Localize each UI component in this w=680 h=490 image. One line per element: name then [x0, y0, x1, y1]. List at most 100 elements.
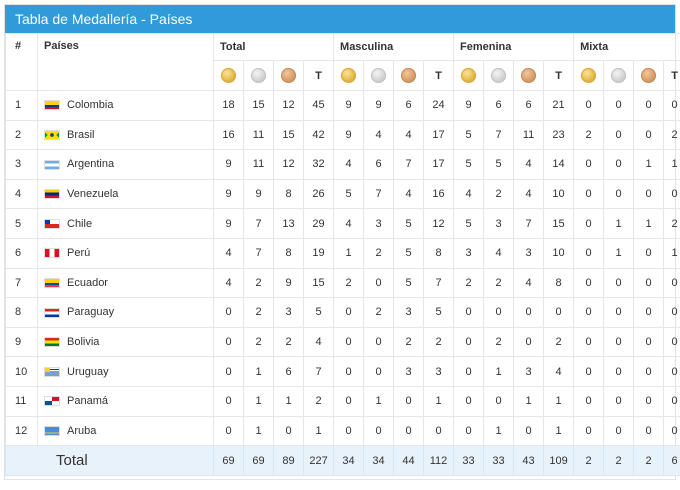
mixed-group-header: Mixta	[573, 33, 680, 61]
medal-count-cell: 12	[423, 208, 455, 239]
brazil-flag-icon	[44, 129, 60, 140]
medal-count-cell: 0	[633, 356, 665, 387]
medal-count-cell: 4	[513, 267, 545, 299]
medal-count-cell: 6	[273, 356, 304, 387]
medal-count-cell: 2	[363, 297, 395, 328]
medal-count-cell: 0	[423, 415, 455, 447]
medal-count-cell: 9	[333, 90, 365, 121]
total-column-header: T	[302, 60, 335, 91]
medal-count-cell: 24	[423, 90, 455, 121]
medal-count-cell: 15	[543, 208, 575, 239]
medal-count-cell: 0	[333, 326, 365, 358]
medal-count-cell: 1	[603, 237, 635, 269]
paraguay-flag-icon	[44, 307, 60, 318]
country-cell: Venezuela	[37, 178, 214, 210]
medal-count-cell: 0	[633, 415, 665, 447]
total-column-header: T	[543, 60, 575, 91]
argentina-flag-icon	[44, 159, 60, 170]
country-cell: Uruguay	[37, 356, 214, 387]
medal-count-cell: 18	[213, 90, 244, 121]
medal-count-cell: 12	[273, 149, 304, 180]
medal-count-cell: 0	[663, 385, 680, 417]
table-row: 5 Chile 9 7 13 29 4 3 5 12 5 3 7 15 0 1 1 2	[5, 208, 680, 239]
medal-count-cell: 5	[302, 297, 335, 328]
table-row: 11 Panamá 0 1 1 2 0 1 0 1 0 0 1 1 0 0 0 0	[5, 385, 680, 417]
gold-medal-icon	[341, 68, 357, 83]
countries-header: Países	[37, 33, 214, 91]
medal-count-cell: 0	[573, 149, 605, 180]
rank-cell: 3	[5, 149, 38, 180]
medal-count-cell: 21	[543, 90, 575, 121]
medal-count-cell: 0	[603, 385, 635, 417]
medal-count-cell: 1	[543, 415, 575, 447]
medal-count-cell: 2	[663, 119, 680, 151]
medal-count-cell: 7	[243, 208, 274, 239]
silver-medal-icon-cell	[243, 60, 274, 91]
total-column-header: T	[663, 60, 680, 91]
chile-flag-icon	[44, 218, 60, 229]
medal-count-cell: 1	[483, 356, 515, 387]
medal-count-cell: 5	[423, 297, 455, 328]
medal-count-cell: 7	[363, 178, 395, 210]
medal-count-cell: 7	[243, 237, 274, 269]
medal-count-cell: 0	[603, 178, 635, 210]
rank-header: #	[5, 33, 38, 91]
gold-medal-icon	[461, 68, 477, 83]
medal-count-cell: 1	[633, 208, 665, 239]
bronze-medal-icon-cell	[633, 60, 665, 91]
silver-medal-icon-cell	[483, 60, 515, 91]
medal-count-cell: 4	[213, 237, 244, 269]
medal-count-cell: 3	[393, 356, 425, 387]
medal-count-cell: 15	[302, 267, 335, 299]
medal-count-cell: 0	[633, 267, 665, 299]
medal-count-cell: 5	[393, 237, 425, 269]
gold-medal-icon-cell	[453, 60, 485, 91]
medal-count-cell: 9	[363, 90, 395, 121]
medal-count-cell: 2	[393, 326, 425, 358]
country-cell: Ecuador	[37, 267, 214, 299]
rank-cell: 11	[5, 385, 38, 417]
country-name: Chile	[67, 217, 93, 230]
bolivia-flag-icon	[44, 337, 60, 348]
venezuela-flag-icon	[44, 189, 60, 200]
medal-count-cell: 2	[333, 267, 365, 299]
medal-count-cell: 0	[483, 385, 515, 417]
medal-count-cell: 0	[633, 119, 665, 151]
total-count-cell: 34	[333, 445, 365, 477]
bronze-medal-icon-cell	[513, 60, 545, 91]
medal-count-cell: 0	[603, 90, 635, 121]
medal-count-cell: 2	[573, 119, 605, 151]
medal-count-cell: 0	[663, 326, 680, 358]
medal-count-cell: 0	[663, 267, 680, 299]
medal-count-cell: 0	[663, 415, 680, 447]
rank-cell: 5	[5, 208, 38, 239]
total-count-cell: 44	[393, 445, 425, 477]
medal-table-widget: Tabla de Medallería - Países # Países To…	[4, 4, 680, 480]
medal-count-cell: 2	[483, 178, 515, 210]
medal-count-cell: 1	[513, 385, 545, 417]
medal-count-cell: 4	[513, 178, 545, 210]
medal-count-cell: 2	[483, 267, 515, 299]
medal-count-cell: 0	[213, 297, 244, 328]
medal-count-cell: 0	[573, 267, 605, 299]
total-count-cell: 227	[302, 445, 335, 477]
country-cell: Perú	[37, 237, 214, 269]
medal-count-cell: 1	[633, 149, 665, 180]
medal-count-cell: 0	[213, 356, 244, 387]
medal-count-cell: 16	[423, 178, 455, 210]
medal-count-cell: 4	[393, 119, 425, 151]
medal-count-cell: 0	[573, 326, 605, 358]
medal-count-cell: 3	[483, 208, 515, 239]
country-name: Aruba	[67, 424, 97, 437]
medal-count-cell: 0	[603, 267, 635, 299]
medal-count-cell: 1	[333, 237, 365, 269]
medal-count-cell: 1	[543, 385, 575, 417]
medal-count-cell: 0	[333, 385, 365, 417]
medal-count-cell: 13	[273, 208, 304, 239]
total-count-cell: 69	[213, 445, 244, 477]
medal-count-cell: 2	[543, 326, 575, 358]
rank-cell: 8	[5, 297, 38, 328]
medal-count-cell: 0	[663, 297, 680, 328]
medal-count-cell: 2	[363, 237, 395, 269]
gold-medal-icon-cell	[573, 60, 605, 91]
